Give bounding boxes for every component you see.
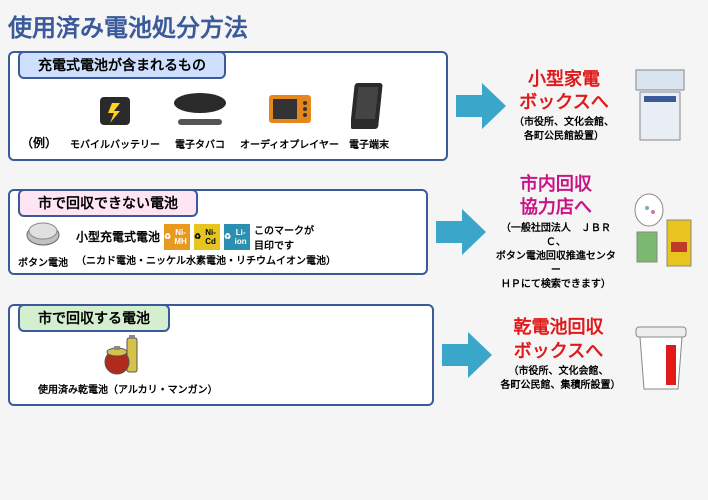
example-label: （例） <box>18 134 60 151</box>
dry-cell-icon <box>103 334 153 376</box>
target-1: 小型家電ボックスへ （市役所、文化会館、 各町公民館設置） <box>514 68 614 145</box>
row-not-collected: 市で回収できない電池 ボタン電池 小型充電式電池 ♻Ni-MH ♻Ni-Cd ♻… <box>8 173 700 292</box>
arrow-icon <box>454 79 508 133</box>
item-label: 電子タバコ <box>170 136 230 151</box>
item-label: 電子端末 <box>349 136 389 151</box>
item-label: 小型充電式電池 <box>76 228 160 245</box>
store-illustration <box>624 192 700 272</box>
target-2: 市内回収協力店へ （一般社団法人 ＪＢＲＣ、 ボタン電池回収推進センター ＨＰに… <box>494 173 618 292</box>
target-line: ボックスへ <box>514 341 603 361</box>
recycle-marks: ♻Ni-MH ♻Ni-Cd ♻Li-ion <box>164 224 250 250</box>
target-line: 乾電池回収 <box>514 317 604 337</box>
target-line: ボックスへ <box>519 92 608 112</box>
target-line: 小型家電 <box>528 69 600 89</box>
target-sub: （市役所、文化会館、 各町公民館、集積所設置） <box>500 365 616 393</box>
page-title: 使用済み電池処分方法 <box>8 8 700 43</box>
target-line: 協力店へ <box>520 197 592 217</box>
panel-1: 充電式電池が含まれるもの （例） モバイルバッテリー 電子タバコ オーディオプレ… <box>8 51 448 161</box>
row-rechargeable: 充電式電池が含まれるもの （例） モバイルバッテリー 電子タバコ オーディオプレ… <box>8 51 700 161</box>
target-line: 市内回収 <box>520 174 592 194</box>
button-cell-icon <box>23 219 63 249</box>
mark-note: このマークが目印です <box>254 222 314 252</box>
tab-1: 充電式電池が含まれるもの <box>18 51 226 79</box>
row-collected: 市で回収する電池 使用済み乾電池（アルカリ・マンガン） 乾電池回収ボックスへ （… <box>8 304 700 406</box>
arrow-icon <box>434 205 488 259</box>
box-illustration <box>620 66 700 146</box>
panel-3: 市で回収する電池 使用済み乾電池（アルカリ・マンガン） <box>8 304 434 406</box>
tab-3: 市で回収する電池 <box>18 304 170 332</box>
item-label: オーディオプレイヤー <box>240 136 339 151</box>
audio-player-icon <box>265 89 315 131</box>
item-label: モバイルバッテリー <box>70 136 160 151</box>
bin-illustration <box>623 315 700 395</box>
target-sub: （一般社団法人 ＪＢＲＣ、 ボタン電池回収推進センター ＨＰにて検索できます） <box>494 222 618 292</box>
target-3: 乾電池回収ボックスへ （市役所、文化会館、 各町公民館、集積所設置） <box>500 316 616 393</box>
tab-2: 市で回収できない電池 <box>18 189 198 217</box>
item-label: 使用済み乾電池（アルカリ・マンガン） <box>38 381 218 396</box>
target-sub: （市役所、文化会館、 各町公民館設置） <box>514 116 614 144</box>
vape-icon <box>170 89 230 131</box>
arrow-icon <box>440 328 494 382</box>
item-label: ボタン電池 <box>18 254 68 269</box>
battery-pack-icon <box>94 89 136 131</box>
device-icon <box>351 81 387 131</box>
panel-2: 市で回収できない電池 ボタン電池 小型充電式電池 ♻Ni-MH ♻Ni-Cd ♻… <box>8 189 428 275</box>
sub-note: （ニカド電池・ニッケル水素電池・リチウムイオン電池） <box>76 252 418 267</box>
